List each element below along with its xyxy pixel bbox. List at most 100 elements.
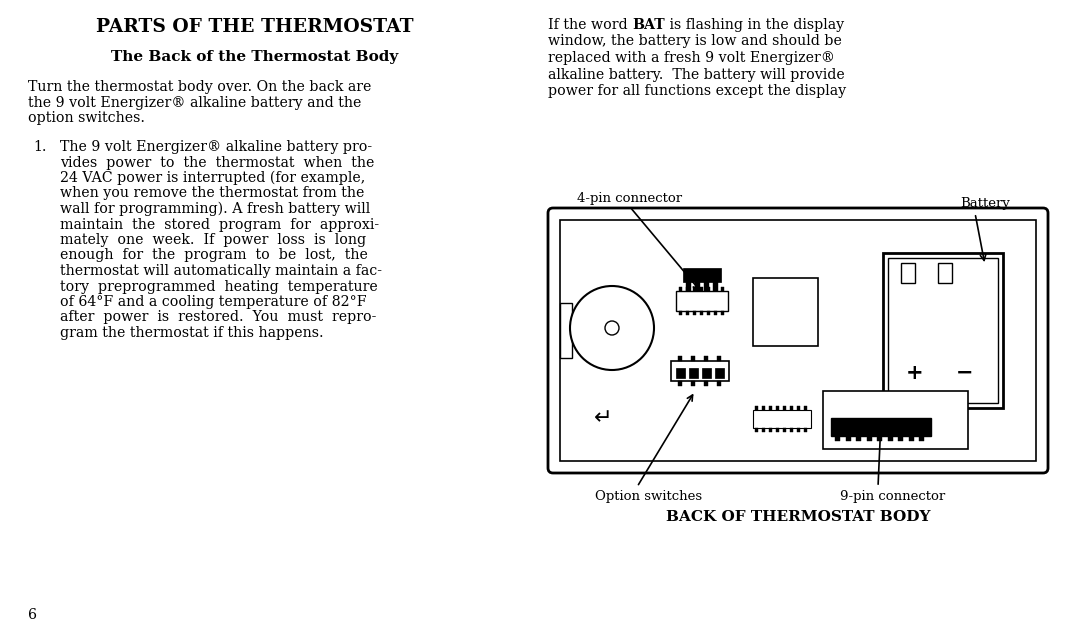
Text: enough  for  the  program  to  be  lost,  the: enough for the program to be lost, the [60, 249, 368, 262]
Bar [702, 368, 711, 378]
Bar [678, 356, 681, 361]
Text: If the word: If the word [548, 18, 632, 32]
Bar [777, 428, 779, 432]
Text: 4-pin connector: 4-pin connector [578, 192, 683, 205]
Bar [679, 311, 681, 315]
Text: vides  power  to  the  thermostat  when  the: vides power to the thermostat when the [60, 156, 375, 169]
Bar [804, 428, 807, 432]
Bar [691, 381, 696, 386]
Bar [704, 381, 708, 386]
Bar [883, 253, 1003, 408]
Bar [704, 356, 708, 361]
Bar [707, 311, 710, 315]
Text: Battery: Battery [960, 197, 1010, 210]
Bar [789, 406, 793, 410]
Bar [888, 258, 998, 403]
Text: window, the battery is low and should be: window, the battery is low and should be [548, 34, 842, 49]
Text: +: + [906, 363, 923, 383]
Bar [797, 406, 800, 410]
Bar [846, 436, 851, 441]
FancyBboxPatch shape [548, 208, 1048, 473]
Bar [721, 311, 724, 315]
Bar [714, 311, 717, 315]
Text: thermostat will automatically maintain a fac-: thermostat will automatically maintain a… [60, 264, 382, 278]
Circle shape [605, 321, 619, 335]
Bar [700, 311, 703, 315]
Bar [678, 381, 681, 386]
Bar [762, 428, 765, 432]
Bar [797, 428, 800, 432]
Bar [714, 287, 717, 291]
Bar [769, 406, 772, 410]
Bar [676, 291, 728, 311]
Bar [561, 303, 572, 358]
Text: mately  one  week.  If  power  loss  is  long: mately one week. If power loss is long [60, 233, 366, 247]
Text: the 9 volt Energizer® alkaline battery and the: the 9 volt Energizer® alkaline battery a… [28, 95, 362, 110]
Text: 6: 6 [28, 608, 37, 622]
Bar [679, 287, 681, 291]
Text: replaced with a fresh 9 volt Energizer®: replaced with a fresh 9 volt Energizer® [548, 51, 835, 65]
Bar [715, 368, 724, 378]
Bar [721, 287, 724, 291]
Bar [561, 220, 1036, 461]
Text: 9-pin connector: 9-pin connector [840, 490, 945, 503]
Bar [753, 410, 811, 428]
Bar [755, 406, 758, 410]
Bar [908, 436, 914, 441]
Text: BACK OF THERMOSTAT BODY: BACK OF THERMOSTAT BODY [665, 510, 930, 524]
Text: when you remove the thermostat from the: when you remove the thermostat from the [60, 186, 364, 201]
Bar [686, 311, 689, 315]
Bar [783, 406, 786, 410]
Bar [696, 282, 700, 291]
Bar [693, 287, 696, 291]
Text: 1.: 1. [33, 140, 46, 154]
Text: 24 VAC power is interrupted (for example,: 24 VAC power is interrupted (for example… [60, 171, 365, 186]
Bar [835, 436, 840, 441]
Text: gram the thermostat if this happens.: gram the thermostat if this happens. [60, 326, 324, 340]
Bar [700, 287, 703, 291]
Bar [919, 436, 924, 441]
Text: is flashing in the display: is flashing in the display [665, 18, 843, 32]
Bar [686, 282, 691, 291]
Bar [689, 368, 698, 378]
Text: maintain  the  stored  program  for  approxi-: maintain the stored program for approxi- [60, 217, 379, 232]
Text: after  power  is  restored.  You  must  repro-: after power is restored. You must repro- [60, 310, 376, 325]
Text: ↵: ↵ [594, 408, 612, 428]
Bar [713, 282, 718, 291]
Text: BAT: BAT [632, 18, 665, 32]
Text: power for all functions except the display: power for all functions except the displ… [548, 84, 846, 98]
Bar [686, 287, 689, 291]
Text: −: − [956, 363, 974, 383]
Bar [755, 428, 758, 432]
Bar [866, 436, 872, 441]
Bar [789, 428, 793, 432]
Bar [897, 436, 903, 441]
Text: PARTS OF THE THERMOSTAT: PARTS OF THE THERMOSTAT [96, 18, 414, 36]
Circle shape [570, 286, 654, 370]
Text: tory  preprogrammed  heating  temperature: tory preprogrammed heating temperature [60, 280, 378, 293]
Text: The 9 volt Energizer® alkaline battery pro-: The 9 volt Energizer® alkaline battery p… [60, 140, 373, 154]
Text: Turn the thermostat body over. On the back are: Turn the thermostat body over. On the ba… [28, 80, 372, 94]
Bar [769, 428, 772, 432]
Bar [901, 263, 915, 283]
Bar [704, 282, 708, 291]
Bar [762, 406, 765, 410]
Bar [804, 406, 807, 410]
Bar [888, 436, 892, 441]
Bar [683, 268, 721, 282]
Text: option switches.: option switches. [28, 111, 145, 125]
Bar [691, 356, 696, 361]
Text: alkaline battery.  The battery will provide: alkaline battery. The battery will provi… [548, 67, 845, 82]
Text: of 64°F and a cooling temperature of 82°F: of 64°F and a cooling temperature of 82°… [60, 295, 366, 309]
Bar [693, 311, 696, 315]
Text: wall for programming). A fresh battery will: wall for programming). A fresh battery w… [60, 202, 370, 216]
Bar [856, 436, 861, 441]
Bar [676, 368, 685, 378]
Bar [939, 263, 951, 283]
Bar [707, 287, 710, 291]
Bar [717, 356, 721, 361]
Bar [823, 391, 968, 449]
Text: The Back of the Thermostat Body: The Back of the Thermostat Body [111, 50, 399, 64]
Bar [753, 278, 818, 346]
Bar [671, 361, 729, 381]
